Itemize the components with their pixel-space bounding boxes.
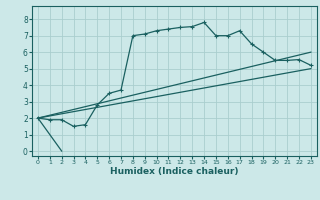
X-axis label: Humidex (Indice chaleur): Humidex (Indice chaleur) — [110, 167, 239, 176]
